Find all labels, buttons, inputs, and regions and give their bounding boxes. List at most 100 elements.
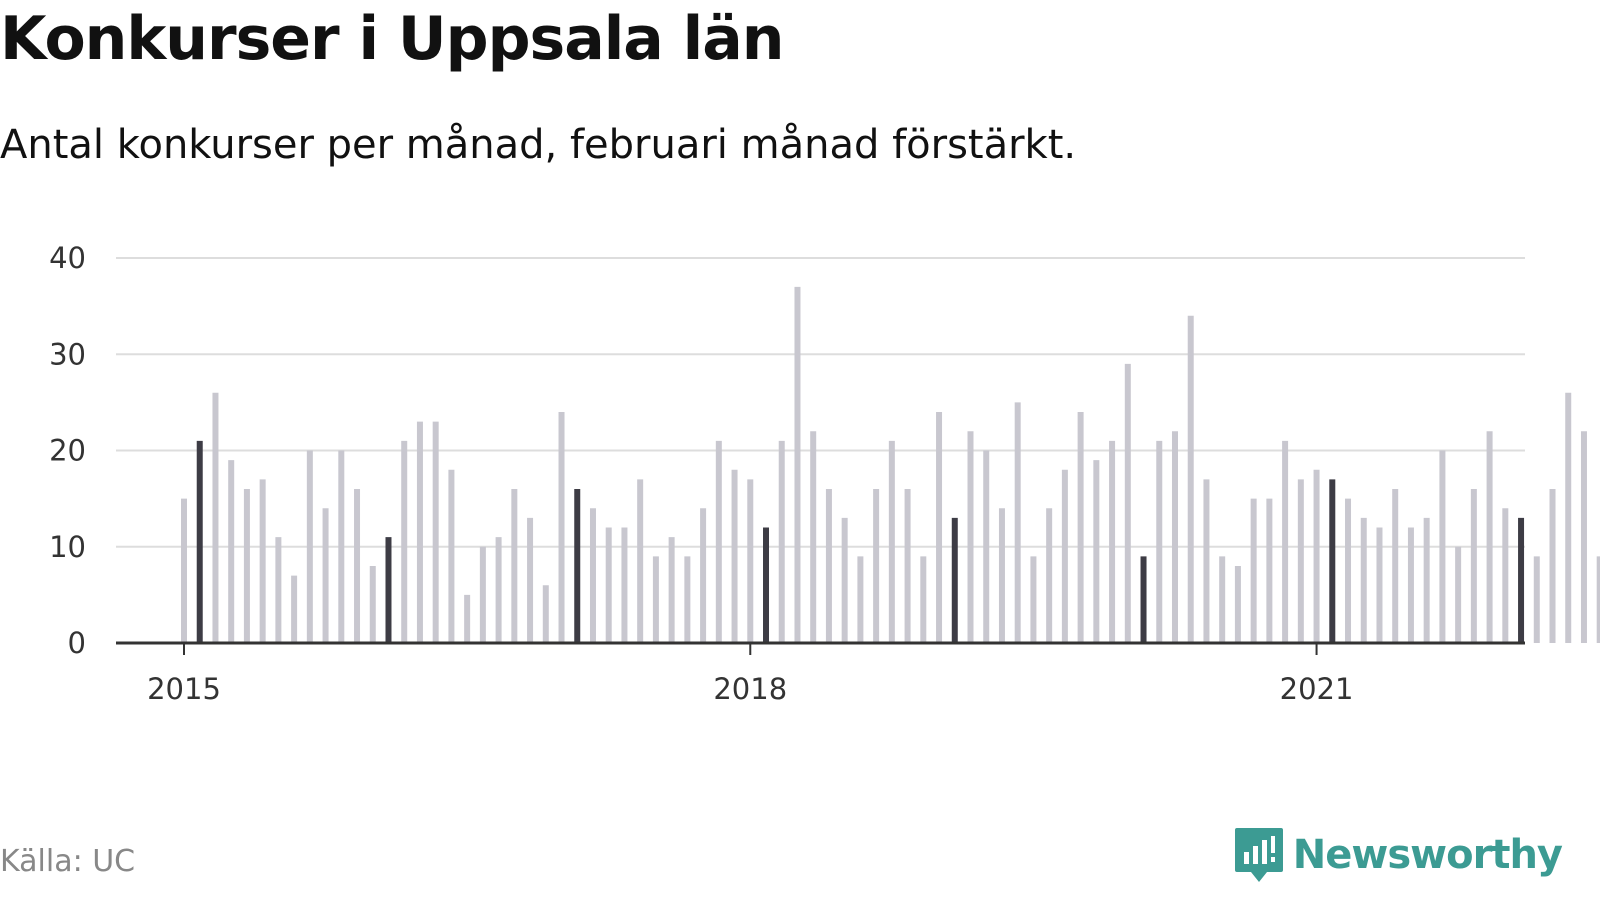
bar <box>841 517 848 643</box>
bar <box>998 508 1005 643</box>
bar <box>243 489 250 643</box>
bar <box>652 556 659 643</box>
bar <box>1439 450 1446 643</box>
bar <box>1345 498 1352 643</box>
bar <box>1580 431 1587 643</box>
y-tick-label: 40 <box>49 241 86 275</box>
brand: Newsworthy <box>1233 826 1563 884</box>
bar <box>181 498 187 643</box>
bar-chart: 010203040201520182021202329 <box>49 241 1600 706</box>
y-tick-label: 30 <box>49 337 86 371</box>
gridlines <box>116 257 1525 548</box>
bar <box>1565 392 1572 643</box>
bar <box>558 412 565 643</box>
bar <box>589 508 596 643</box>
bar <box>196 440 203 643</box>
bar <box>369 566 376 643</box>
bar <box>1360 517 1367 643</box>
x-axis <box>116 641 1525 655</box>
bar <box>1124 363 1131 643</box>
bar <box>1061 469 1068 643</box>
bar <box>825 489 832 643</box>
bar <box>605 527 612 643</box>
bar <box>1187 315 1194 643</box>
bar <box>1407 527 1414 643</box>
bar <box>920 556 927 643</box>
bar <box>1423 517 1430 643</box>
bar <box>731 469 738 643</box>
bar <box>1109 440 1116 643</box>
bar <box>1140 556 1147 643</box>
bar <box>1030 556 1037 643</box>
bar <box>936 412 943 643</box>
bar <box>668 537 675 643</box>
bar <box>1077 412 1084 643</box>
bar <box>322 508 329 643</box>
bar <box>983 450 990 643</box>
bar <box>621 527 628 643</box>
bar <box>700 508 707 643</box>
brand-name: Newsworthy <box>1292 832 1563 878</box>
bar <box>1093 460 1100 643</box>
bar <box>354 489 361 643</box>
bar <box>527 517 534 643</box>
bar <box>1282 440 1289 643</box>
bar <box>1014 402 1021 643</box>
y-tick-label: 20 <box>49 434 86 468</box>
bar <box>778 440 785 643</box>
bar <box>1266 498 1273 643</box>
bar <box>1156 440 1163 643</box>
bar <box>401 440 408 643</box>
bar <box>574 489 581 643</box>
bar <box>1250 498 1257 643</box>
bar <box>1171 431 1178 643</box>
bar <box>1533 556 1540 643</box>
bar <box>464 594 471 643</box>
bar <box>1313 469 1320 643</box>
bar <box>1486 431 1493 643</box>
bar <box>511 489 518 643</box>
bar <box>291 575 298 643</box>
bar <box>432 421 439 643</box>
x-tick-label: 2015 <box>147 672 221 706</box>
bar <box>1219 556 1226 643</box>
bar <box>1234 566 1241 643</box>
bar <box>1518 517 1525 643</box>
x-tick-label: 2018 <box>713 672 787 706</box>
newsworthy-logo-icon <box>1234 828 1283 882</box>
source-note: Källa: UC <box>0 844 136 879</box>
labels: 010203040201520182021202329 <box>49 241 1354 706</box>
bar <box>1596 556 1600 643</box>
x-tick-label: 2021 <box>1280 672 1354 706</box>
bar <box>637 479 644 643</box>
bar <box>684 556 691 643</box>
bar <box>888 440 895 643</box>
bars <box>181 286 1600 643</box>
bar <box>873 489 880 643</box>
bar <box>1470 489 1477 643</box>
bar <box>448 469 455 643</box>
bar <box>306 450 313 643</box>
chart-subtitle: Antal konkurser per månad, februari måna… <box>0 122 1077 168</box>
bar <box>228 460 235 643</box>
bar <box>763 527 770 643</box>
bar <box>810 431 817 643</box>
bar <box>259 479 266 643</box>
bar <box>212 392 219 643</box>
bar <box>542 585 549 643</box>
bar <box>904 489 911 643</box>
bar <box>857 556 864 643</box>
bar <box>479 546 486 643</box>
bar <box>1203 479 1210 643</box>
bar <box>1455 546 1462 643</box>
y-tick-label: 10 <box>49 530 86 564</box>
bar <box>1549 489 1556 643</box>
bar <box>715 440 722 643</box>
bar <box>794 286 801 643</box>
bar <box>967 431 974 643</box>
bar <box>495 537 502 643</box>
bar <box>385 537 392 643</box>
y-tick-label: 0 <box>68 626 86 660</box>
bar <box>1329 479 1336 643</box>
bar <box>1297 479 1304 643</box>
